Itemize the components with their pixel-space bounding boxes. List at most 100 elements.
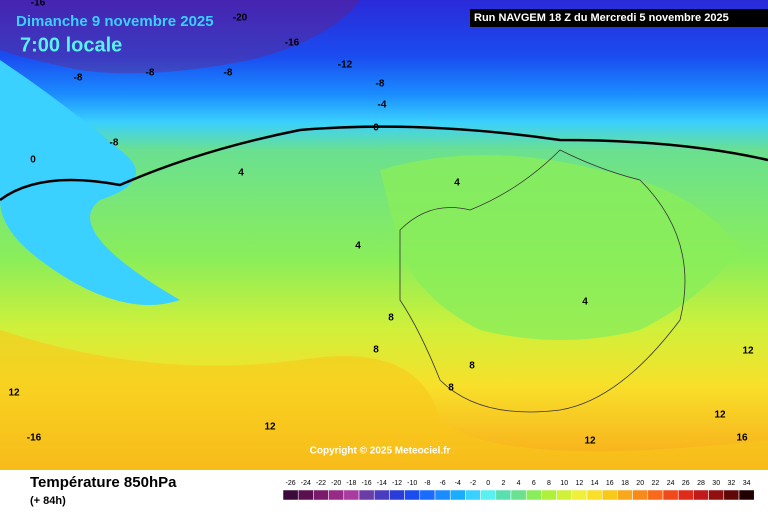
footer-title: Température 850hPa xyxy=(30,474,177,491)
legend-swatch xyxy=(662,489,679,501)
coastlines xyxy=(399,149,686,413)
legend-swatch xyxy=(389,489,405,501)
legend-tick: 4 xyxy=(517,480,521,487)
legend-swatch xyxy=(465,489,481,501)
legend-tick: 26 xyxy=(682,480,690,487)
contour-label: 8 xyxy=(373,345,379,356)
cold-core xyxy=(0,0,360,74)
legend-tick: -8 xyxy=(424,480,430,487)
legend-tick: -24 xyxy=(301,480,311,487)
contour-label: 12 xyxy=(714,410,726,421)
legend-tick: -26 xyxy=(286,480,296,487)
contour-label: 0 xyxy=(30,155,36,166)
legend-tick: 32 xyxy=(728,480,736,487)
contour-label: -16 xyxy=(31,0,46,9)
contour-label: 12 xyxy=(742,346,754,357)
legend-tick: -4 xyxy=(455,480,461,487)
date: Dimanche 9 novembre 2025 xyxy=(16,13,214,30)
legend-swatch xyxy=(343,489,360,501)
contour-label: 12 xyxy=(264,422,276,433)
legend-swatch xyxy=(419,489,436,501)
legend-swatch xyxy=(723,489,740,501)
contour-label: 4 xyxy=(582,297,588,308)
run-info: Run NAVGEM 18 Z du Mercredi 5 novembre 2… xyxy=(474,12,729,24)
legend-tick: 20 xyxy=(636,480,644,487)
legend-tick: 14 xyxy=(591,480,599,487)
legend-swatch xyxy=(617,489,633,501)
legend-tick: -12 xyxy=(392,480,402,487)
legend-swatch xyxy=(525,489,542,501)
legend-tick: 18 xyxy=(621,480,629,487)
legend-swatch xyxy=(693,489,709,501)
legend-tick: 6 xyxy=(532,480,536,487)
legend-tick: 10 xyxy=(560,480,568,487)
legend-tick: -18 xyxy=(346,480,356,487)
legend-tick: 30 xyxy=(712,480,720,487)
legend-swatch xyxy=(677,489,694,501)
contour-label: -16 xyxy=(27,433,42,444)
contour-label: 4 xyxy=(238,168,244,179)
contour-label: 8 xyxy=(448,383,454,394)
contour-label: 8 xyxy=(469,361,475,372)
legend-tick: -10 xyxy=(407,480,417,487)
legend-swatch xyxy=(358,489,375,501)
legend-swatch xyxy=(541,489,557,501)
legend-tick: -16 xyxy=(362,480,372,487)
legend-tick: 12 xyxy=(576,480,584,487)
legend-swatch xyxy=(708,489,725,501)
legend-tick: 28 xyxy=(697,480,705,487)
warm-area xyxy=(380,155,740,340)
legend-tick: 0 xyxy=(486,480,490,487)
legend-swatch xyxy=(328,489,345,501)
legend-swatch xyxy=(647,489,664,501)
legend-swatch xyxy=(373,489,390,501)
contour-label: -16 xyxy=(285,38,300,49)
contour-label: 12 xyxy=(584,436,596,447)
legend-tick: 2 xyxy=(501,480,505,487)
legend-swatch xyxy=(601,489,618,501)
contour-label: -8 xyxy=(146,68,155,79)
legend-tick: 22 xyxy=(652,480,660,487)
contour-label: -8 xyxy=(376,79,385,90)
contour-label: 12 xyxy=(8,388,20,399)
run-box xyxy=(470,9,768,27)
legend-tick: -2 xyxy=(470,480,476,487)
copyright: Copyright © 2025 Meteociel.fr xyxy=(310,446,451,457)
cold-tongue xyxy=(0,60,180,305)
legend-swatch xyxy=(480,489,497,501)
legend-tick: 8 xyxy=(547,480,551,487)
legend-tick: -20 xyxy=(331,480,341,487)
contour-label: -12 xyxy=(338,60,353,71)
contour-label: 4 xyxy=(355,241,361,252)
legend-swatch xyxy=(313,489,329,501)
legend-swatch xyxy=(434,489,451,501)
legend-tick: 16 xyxy=(606,480,614,487)
contour-label: -8 xyxy=(110,138,119,149)
contour-label: 16 xyxy=(736,433,748,444)
contour-label: 8 xyxy=(388,313,394,324)
legend-swatch xyxy=(495,489,512,501)
contour-label: -4 xyxy=(378,100,387,111)
contour-label: -20 xyxy=(233,13,248,24)
legend-swatch xyxy=(586,489,603,501)
legend-swatch xyxy=(738,489,755,501)
legend-tick: -22 xyxy=(316,480,326,487)
legend-swatch xyxy=(510,489,527,501)
warm-south xyxy=(0,330,768,470)
contour-label: 4 xyxy=(454,178,460,189)
contour-label: -8 xyxy=(74,73,83,84)
legend-swatch xyxy=(282,489,299,501)
legend-swatch xyxy=(632,489,649,501)
contour-label: -8 xyxy=(224,68,233,79)
time: 7:00 locale xyxy=(20,34,122,56)
legend-swatch xyxy=(404,489,421,501)
legend-tick: -6 xyxy=(439,480,445,487)
contour-label: 0 xyxy=(373,123,379,134)
footer-lead: (+ 84h) xyxy=(30,495,66,507)
legend-tick: 24 xyxy=(667,480,675,487)
legend-swatch xyxy=(297,489,314,501)
legend-swatch xyxy=(571,489,588,501)
legend-swatch xyxy=(449,489,466,501)
